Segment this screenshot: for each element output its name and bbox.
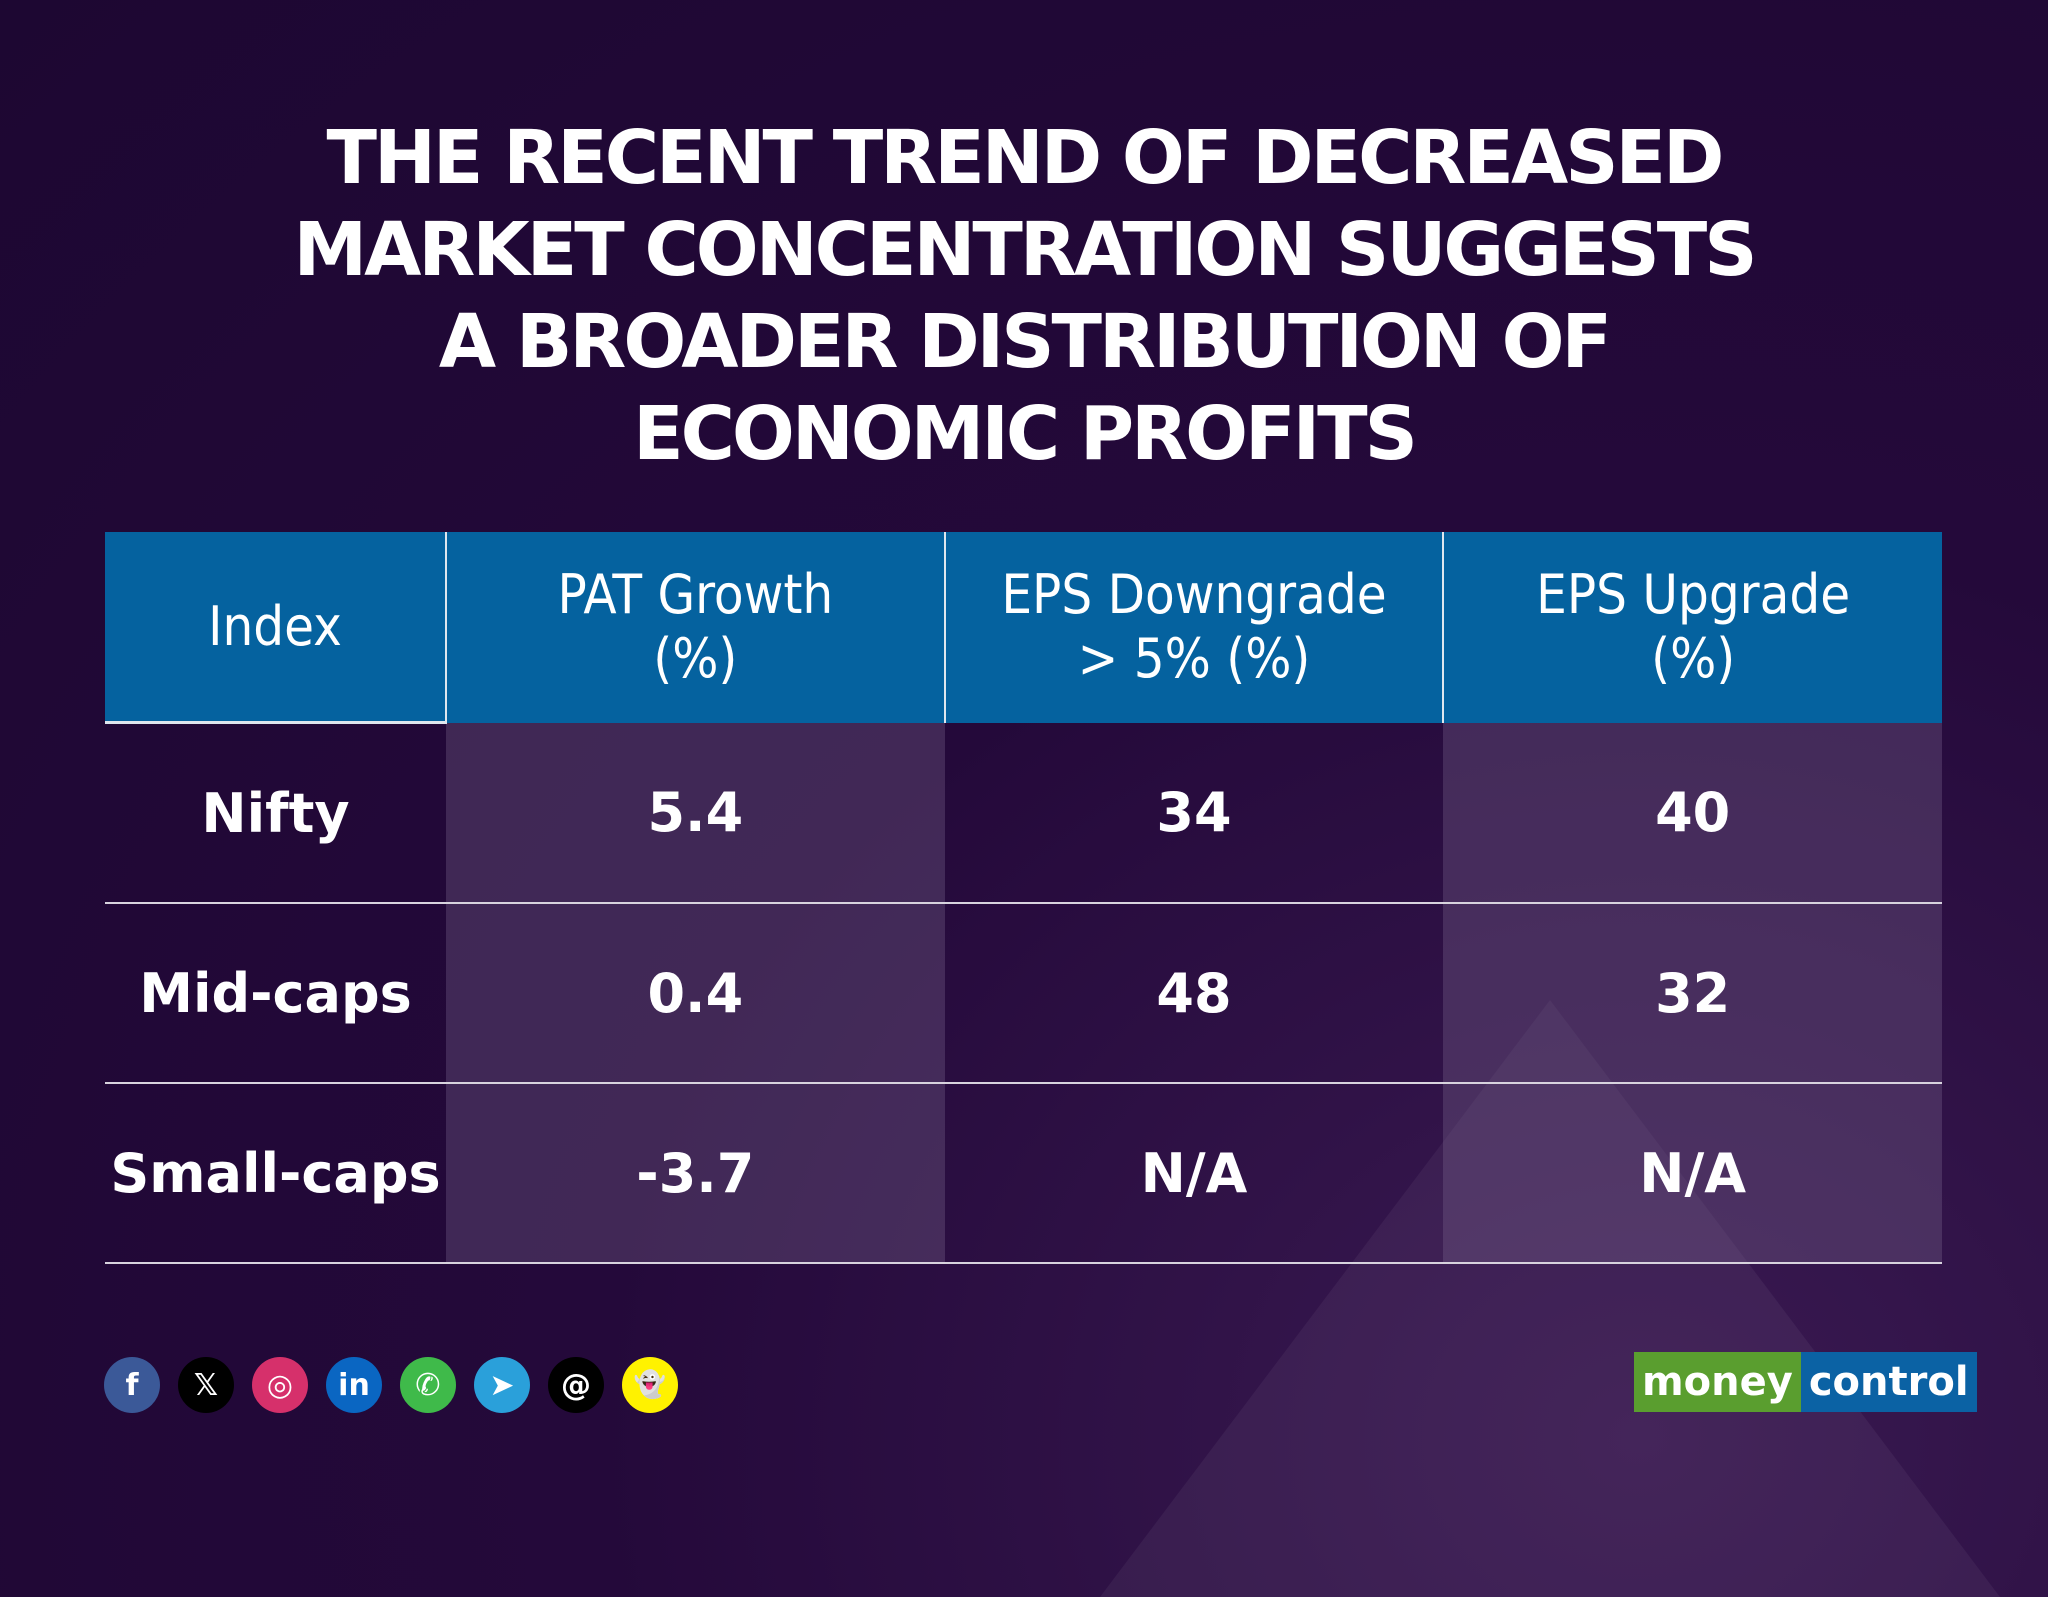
logo-part-money: money bbox=[1634, 1352, 1801, 1412]
table-row: Mid-caps 0.4 48 32 bbox=[105, 903, 1942, 1084]
cell-index: Small-caps bbox=[105, 1083, 446, 1264]
cell-eps-upgrade: 40 bbox=[1443, 722, 1942, 904]
page-title: THE RECENT TREND OF DECREASED MARKET CON… bbox=[100, 112, 1948, 480]
cell-eps-downgrade: 34 bbox=[944, 722, 1444, 904]
header-text: PAT Growth bbox=[557, 563, 834, 627]
title-line: THE RECENT TREND OF DECREASED bbox=[326, 115, 1725, 201]
header-pat-growth: PAT Growth (%) bbox=[445, 532, 945, 723]
whatsapp-icon[interactable]: ✆ bbox=[400, 1357, 456, 1413]
telegram-icon[interactable]: ➤ bbox=[474, 1357, 530, 1413]
cell-index: Mid-caps bbox=[105, 903, 446, 1084]
cell-eps-downgrade: N/A bbox=[944, 1083, 1444, 1264]
cell-eps-downgrade: 48 bbox=[944, 903, 1444, 1084]
threads-icon[interactable]: @ bbox=[548, 1357, 604, 1413]
instagram-icon[interactable]: ◎ bbox=[252, 1357, 308, 1413]
social-icons: f 𝕏 ◎ in ✆ ➤ @ 👻 bbox=[104, 1357, 678, 1413]
snapchat-icon[interactable]: 👻 bbox=[622, 1357, 678, 1413]
header-text: EPS Upgrade bbox=[1536, 563, 1851, 627]
title-line: MARKET CONCENTRATION SUGGESTS bbox=[293, 207, 1757, 293]
cell-pat-growth: -3.7 bbox=[446, 1083, 945, 1264]
table-row: Nifty 5.4 34 40 bbox=[105, 722, 1942, 904]
header-text: > 5% (%) bbox=[1077, 627, 1311, 691]
header-index: Index bbox=[105, 532, 446, 724]
data-table: Index PAT Growth (%) EPS Downgrade > 5% (%… bbox=[105, 532, 1942, 1264]
header-eps-downgrade: EPS Downgrade > 5% (%) bbox=[943, 532, 1444, 723]
x-icon[interactable]: 𝕏 bbox=[178, 1357, 234, 1413]
moneycontrol-logo: money control bbox=[1634, 1352, 1977, 1412]
linkedin-icon[interactable]: in bbox=[326, 1357, 382, 1413]
table-row: Small-caps -3.7 N/A N/A bbox=[105, 1083, 1942, 1264]
cell-pat-growth: 5.4 bbox=[446, 722, 945, 904]
header-text: EPS Downgrade bbox=[1001, 563, 1387, 627]
header-text: Index bbox=[208, 594, 342, 658]
title-line: ECONOMIC PROFITS bbox=[633, 391, 1418, 477]
header-text: (%) bbox=[1651, 627, 1736, 691]
title-line: A BROADER DISTRIBUTION OF bbox=[438, 299, 1612, 385]
cell-pat-growth: 0.4 bbox=[446, 903, 945, 1084]
cell-index: Nifty bbox=[105, 722, 446, 904]
header-eps-upgrade: EPS Upgrade (%) bbox=[1442, 532, 1942, 723]
facebook-icon[interactable]: f bbox=[104, 1357, 160, 1413]
header-text: (%) bbox=[653, 627, 738, 691]
cell-eps-upgrade: N/A bbox=[1443, 1083, 1942, 1264]
cell-eps-upgrade: 32 bbox=[1443, 903, 1942, 1084]
logo-part-control: control bbox=[1800, 1352, 1977, 1412]
